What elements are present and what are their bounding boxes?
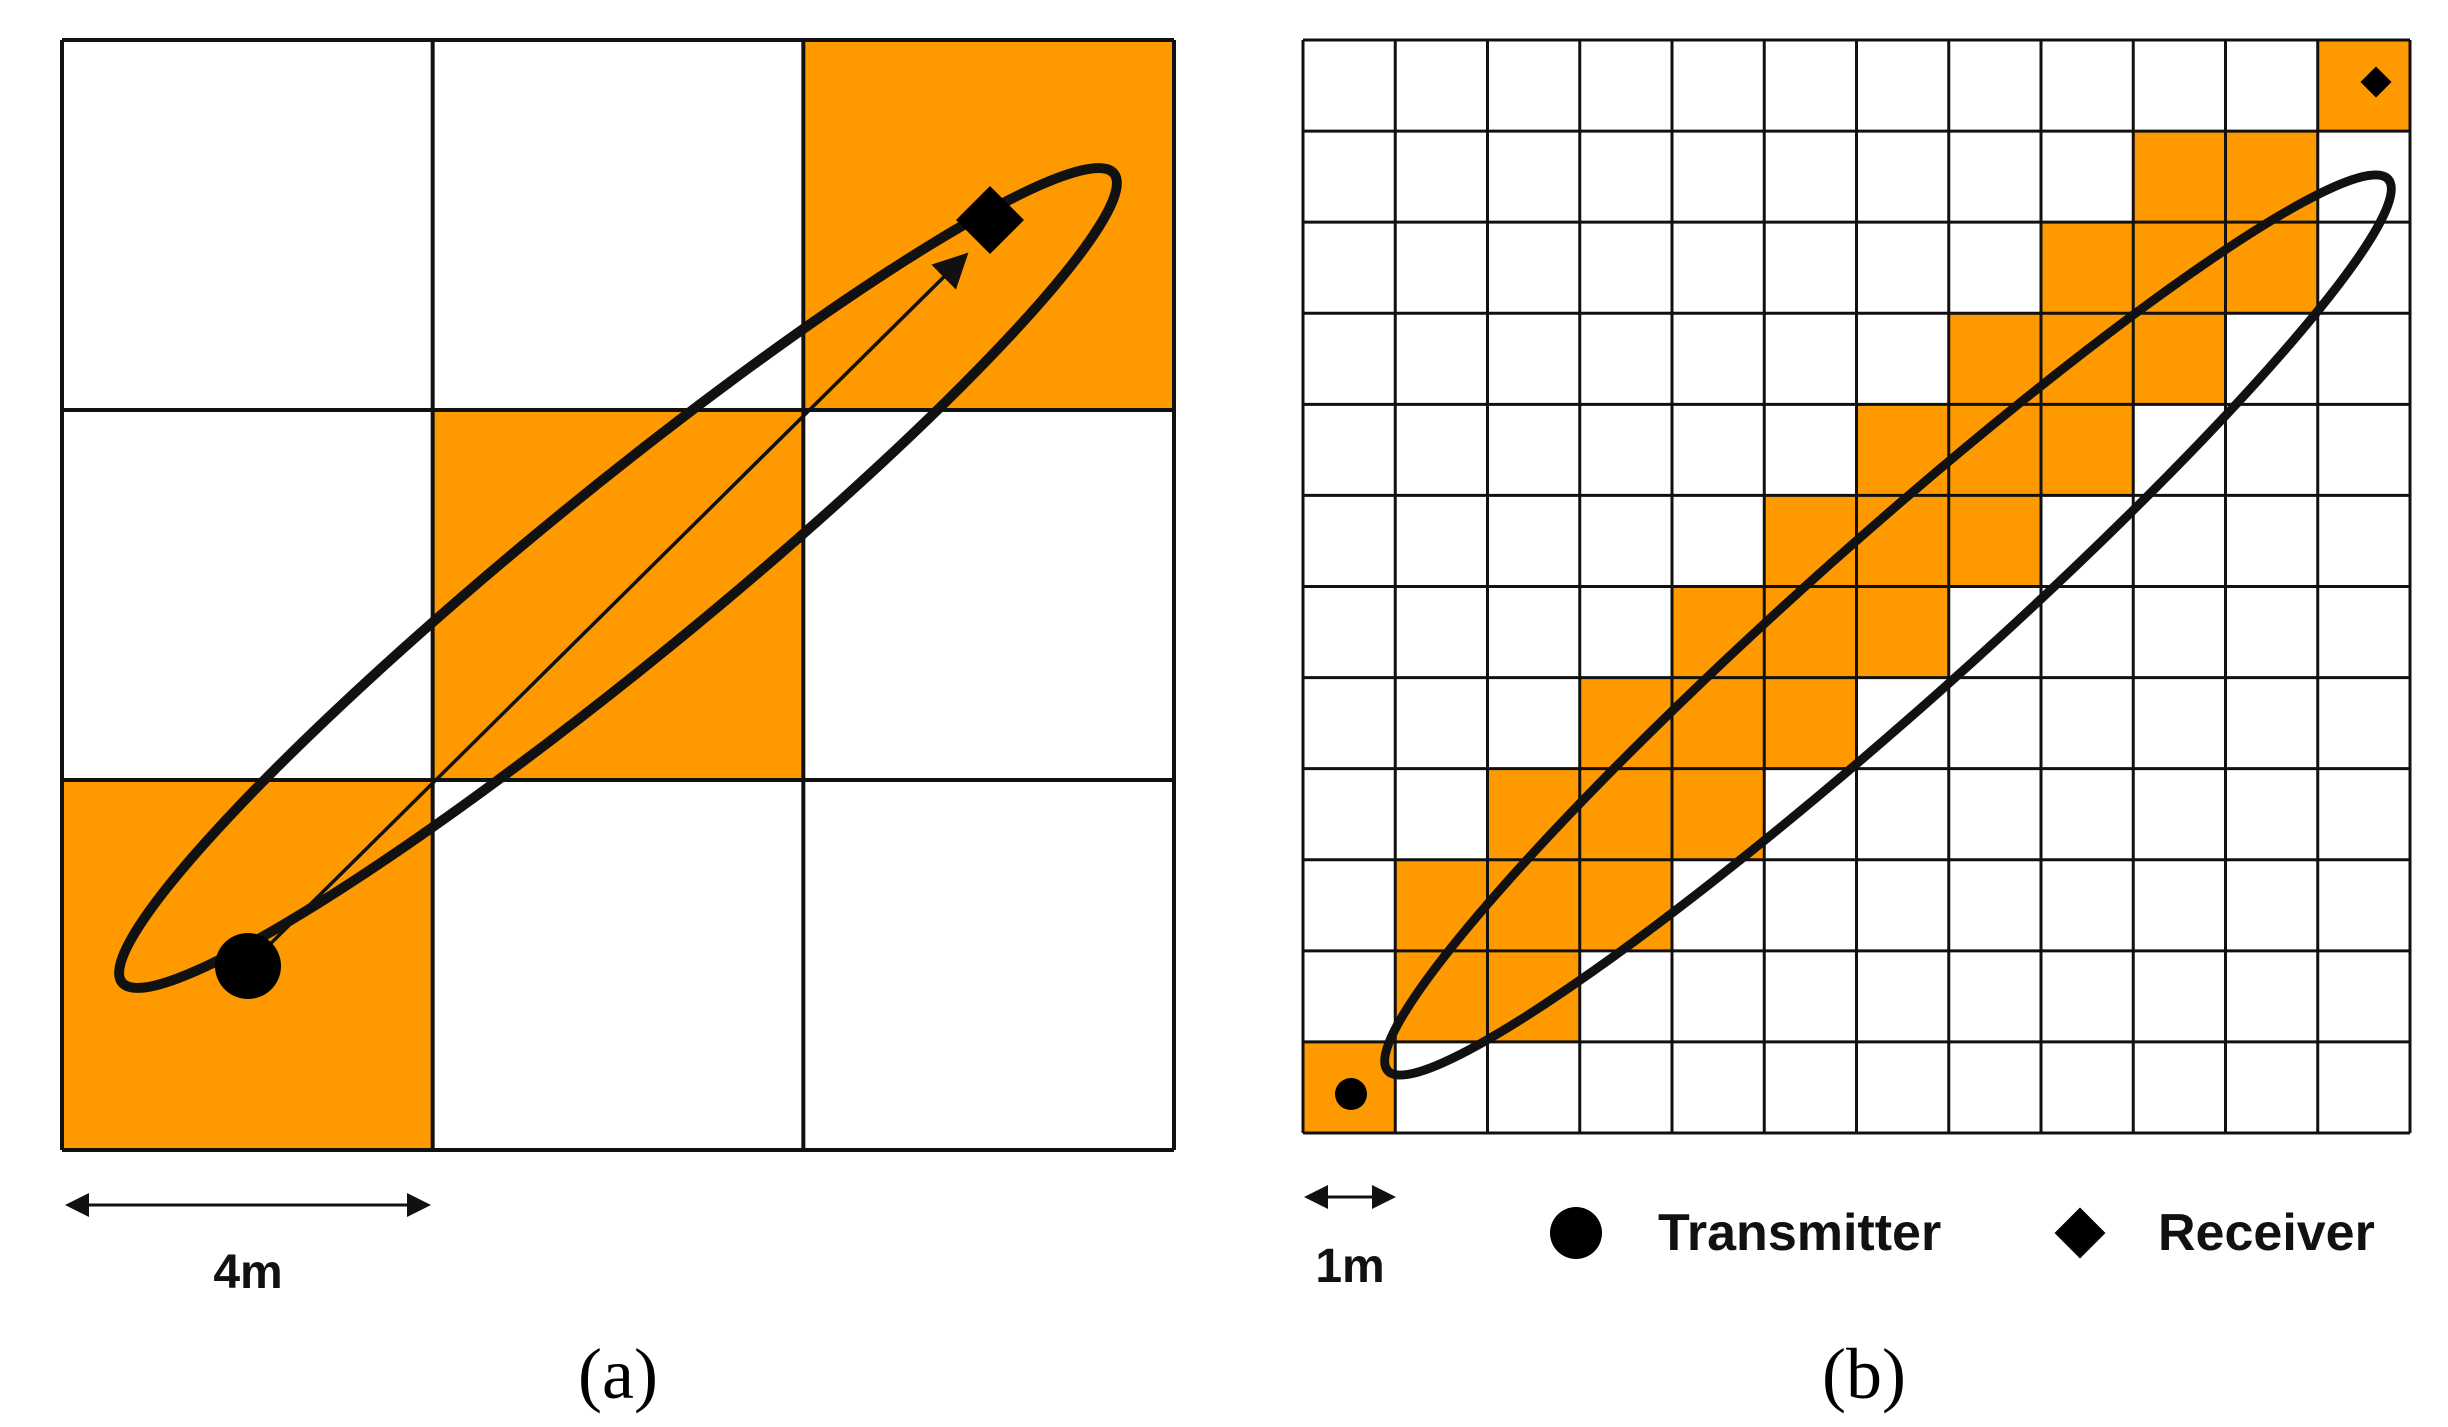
highlighted-cell: [1579, 768, 1672, 860]
panel-a-scale-label: 4m: [213, 1246, 282, 1299]
panel-b: 1m (b): [1301, 38, 2412, 1414]
legend-transmitter-icon: [1550, 1207, 1602, 1259]
highlighted-cell: [1856, 586, 1949, 678]
highlighted-cell: [2041, 404, 2134, 496]
highlighted-cell: [2133, 313, 2226, 405]
panel-a-grid-lines: [60, 38, 1176, 1152]
legend-transmitter-label: Transmitter: [1658, 1204, 1941, 1262]
panel-b-receiver-icon: [2360, 66, 2392, 98]
legend-receiver-icon: [2054, 1207, 2106, 1259]
highlighted-cell: [2133, 131, 2226, 223]
highlighted-cell: [2041, 222, 2134, 314]
highlighted-cell: [2317, 40, 2410, 132]
highlighted-cell: [1764, 677, 1857, 769]
panel-b-scale-label: 1m: [1315, 1240, 1384, 1293]
panel-b-caption: (b): [1822, 1334, 1906, 1414]
panel-a-fresnel-ellipse: [114, 163, 1122, 993]
panel-a-caption: (a): [578, 1334, 658, 1414]
panel-b-grid-lines: [1301, 38, 2412, 1135]
highlighted-cell: [1948, 495, 2041, 587]
legend-receiver-label: Receiver: [2158, 1204, 2375, 1262]
highlighted-cell: [1487, 859, 1580, 951]
panel-a-transmitter-icon: [215, 933, 281, 999]
highlighted-cell: [1764, 586, 1857, 678]
panel-a-signal-arrow: [246, 252, 969, 968]
legend: Transmitter Receiver: [1550, 1204, 2375, 1262]
highlighted-cell: [1579, 859, 1672, 951]
highlighted-cell: [1395, 859, 1488, 951]
panel-b-fresnel-ellipse: [1380, 170, 2396, 1080]
panel-b-transmitter-icon: [1335, 1078, 1367, 1110]
highlighted-cell: [1764, 495, 1857, 587]
highlighted-cell: [1672, 768, 1765, 860]
highlighted-cell: [1856, 404, 1949, 496]
highlighted-cell: [1856, 495, 1949, 587]
highlighted-cell: [1948, 313, 2041, 405]
panel-a: 4m (a): [60, 38, 1176, 1414]
highlighted-cell: [1672, 677, 1765, 769]
highlighted-cell: [2225, 131, 2318, 223]
